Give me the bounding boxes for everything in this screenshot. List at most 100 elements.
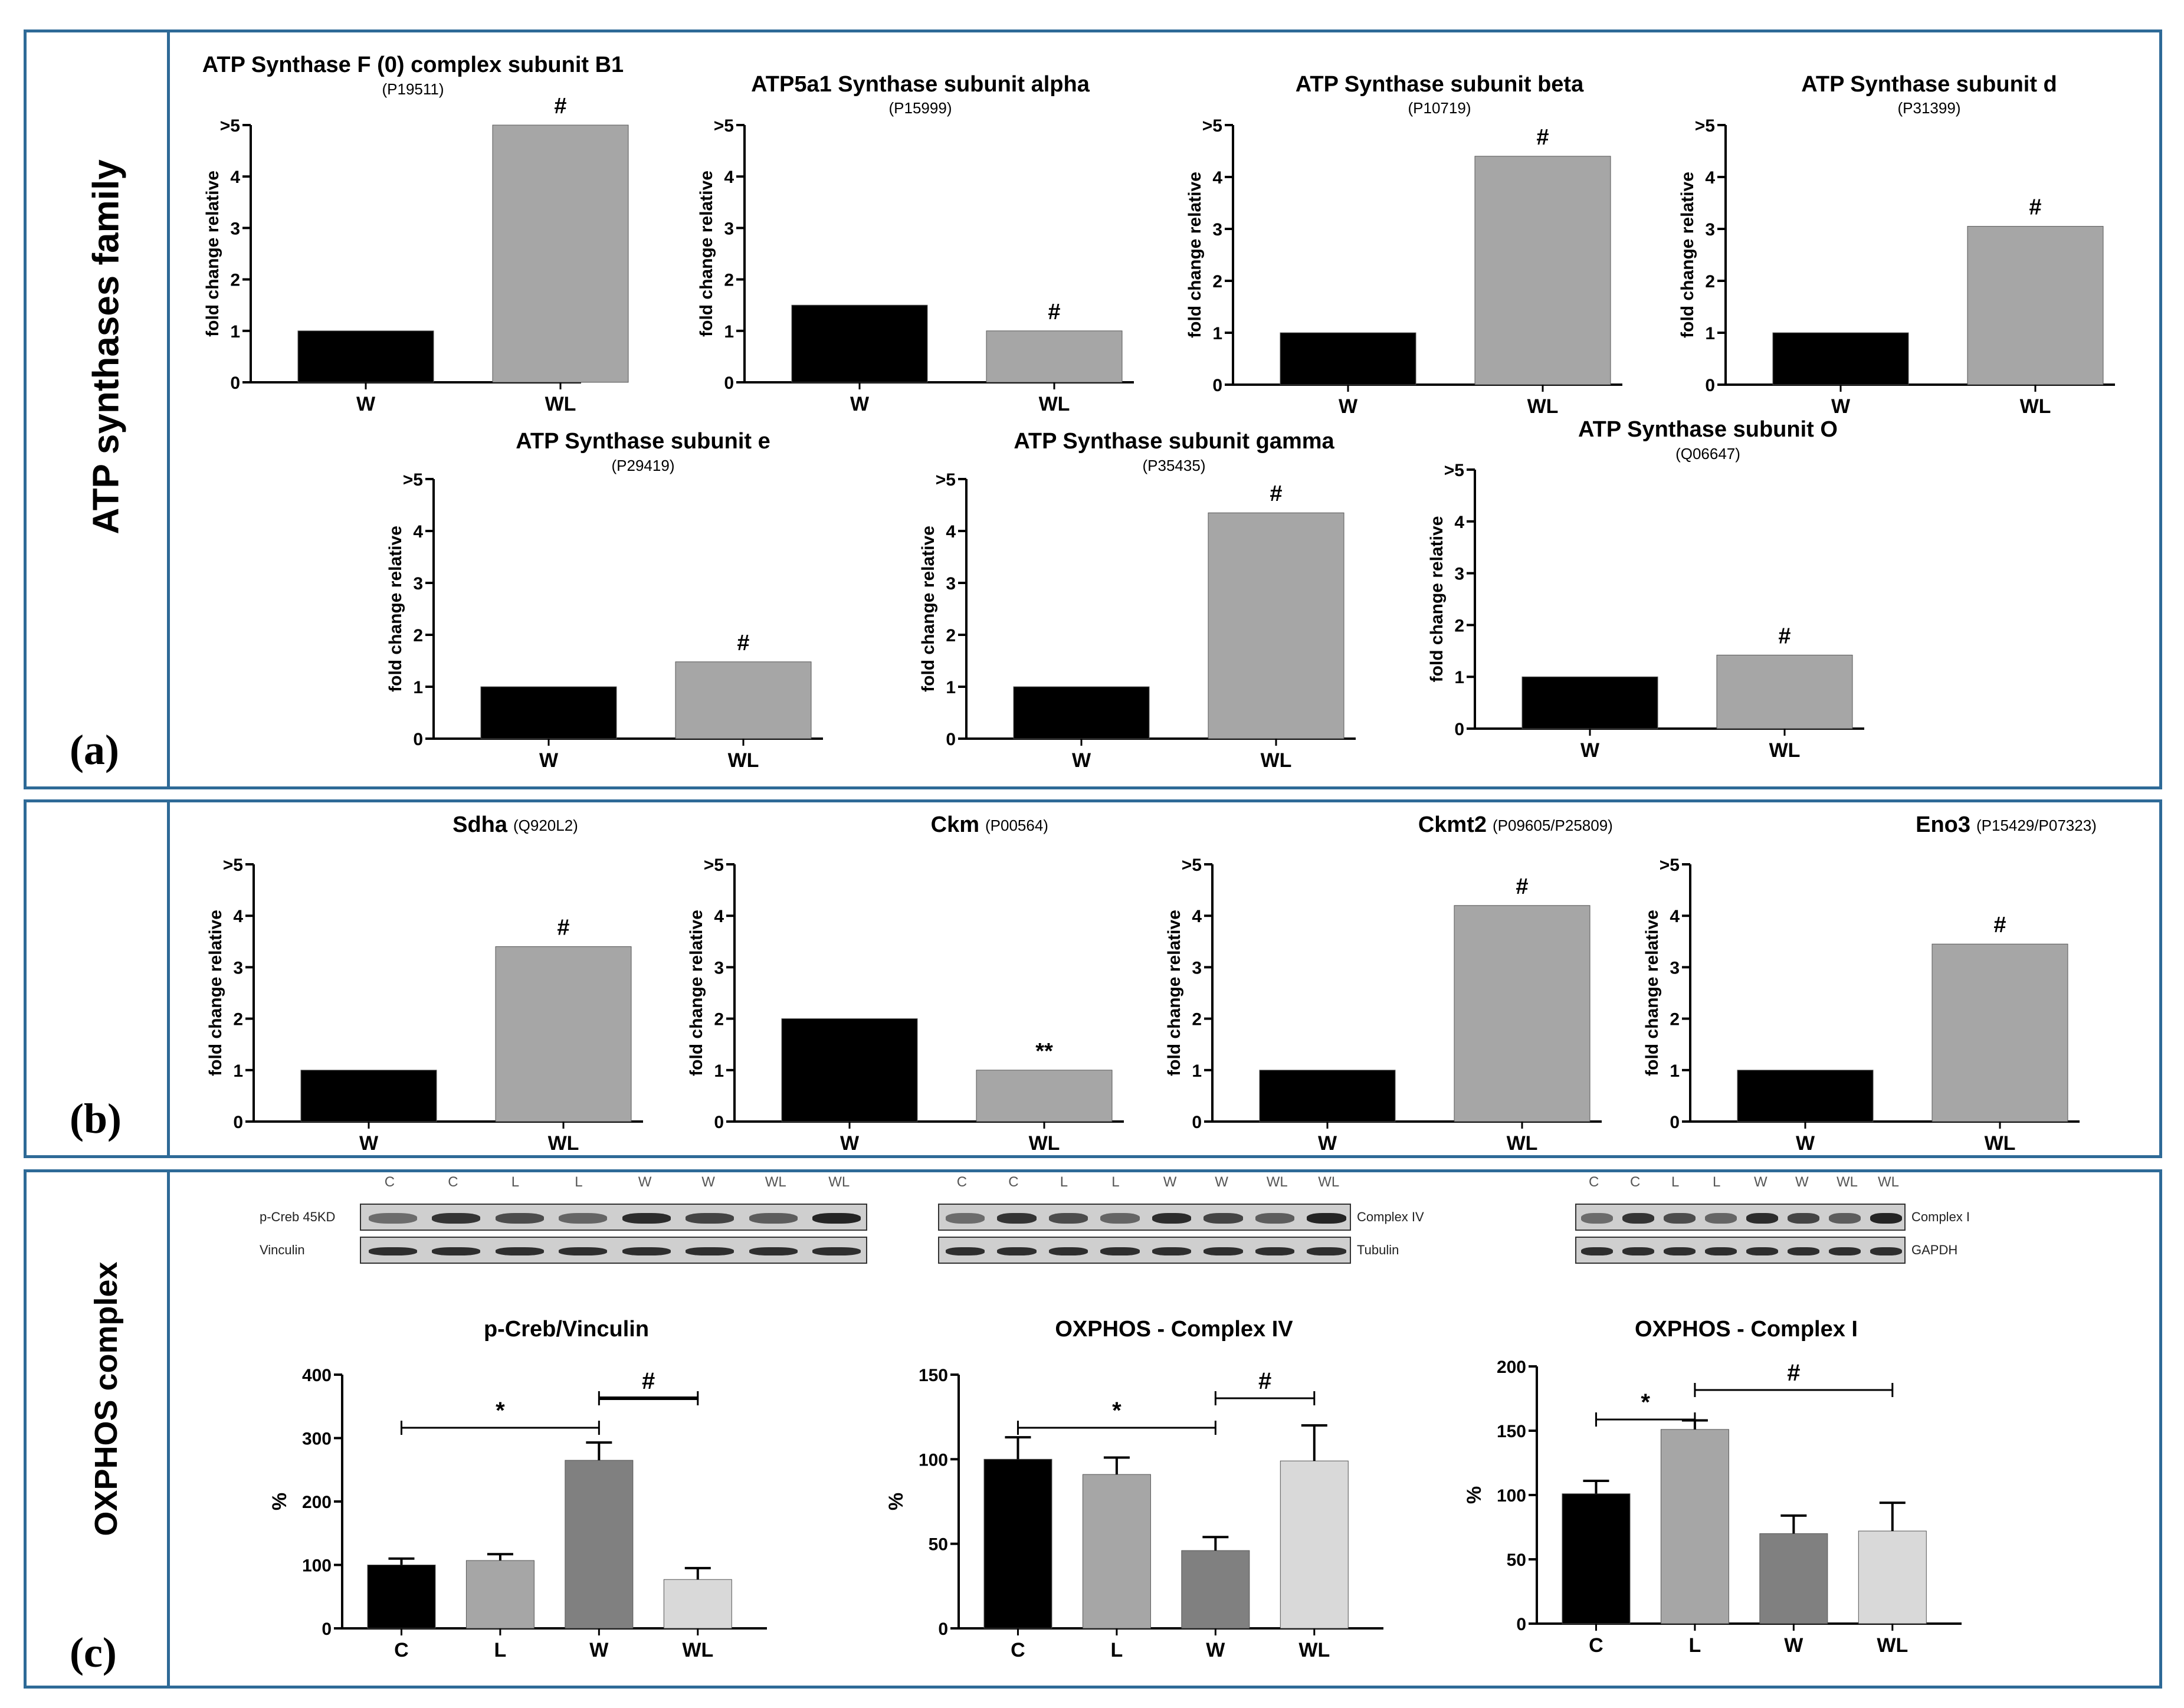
y-tick-label: 1 (1454, 668, 1464, 687)
blot-strip-label: Complex I (1911, 1209, 1970, 1224)
y-tick-label: 100 (919, 1450, 948, 1470)
blot-strip (938, 1237, 1351, 1264)
blot-band (997, 1247, 1037, 1255)
y-tick-label: 0 (938, 1620, 948, 1639)
panel-c-frame (24, 1169, 2162, 1689)
chart-title: ATP Synthase subunit O (1578, 417, 1838, 442)
x-tick-label: WL (1029, 1132, 1060, 1155)
significance-mark: # (1778, 624, 1791, 648)
blot-band (1622, 1213, 1654, 1224)
y-tick-label: >5 (1444, 461, 1464, 480)
y-tick-label: 0 (1212, 376, 1222, 395)
blot-lane-label: W (1215, 1174, 1228, 1190)
bar-wl (492, 124, 629, 383)
chart-title: OXPHOS - Complex IV (1055, 1317, 1293, 1342)
y-tick-label: 3 (1212, 220, 1222, 240)
blot-band (1204, 1213, 1243, 1224)
bar-l (465, 1560, 534, 1629)
bar-w (565, 1460, 634, 1629)
y-tick-label: 200 (302, 1493, 332, 1512)
significance-mark: # (1516, 874, 1528, 899)
bar-wl (1208, 512, 1344, 739)
y-tick-label: 0 (413, 730, 423, 749)
y-tick-label: 0 (322, 1620, 332, 1639)
blot-strip (360, 1237, 867, 1264)
blot-band (1705, 1247, 1737, 1255)
bar-w (1759, 1533, 1828, 1624)
blot-band (622, 1213, 671, 1224)
blot-lane-label: C (956, 1174, 968, 1190)
y-tick-label: 100 (1497, 1486, 1526, 1506)
y-tick-label: 1 (1192, 1061, 1202, 1081)
blot-band (1307, 1247, 1346, 1255)
y-axis-label: fold change relative (203, 171, 222, 337)
blot-strip-label: Complex IV (1357, 1209, 1424, 1224)
y-tick-label: 300 (302, 1430, 332, 1449)
y-axis-label: fold change relative (1427, 516, 1447, 683)
y-tick-label: 0 (1670, 1113, 1680, 1132)
x-tick-label: WL (1877, 1634, 1908, 1657)
y-tick-label: 200 (1497, 1358, 1526, 1377)
y-tick-label: 0 (714, 1113, 724, 1132)
blot-lane-label: L (575, 1174, 583, 1190)
blot-band (1581, 1213, 1613, 1224)
y-tick-label: 3 (1454, 565, 1464, 584)
blot-band (1204, 1247, 1243, 1255)
y-tick-label: 0 (1192, 1113, 1202, 1132)
blot-band (749, 1213, 798, 1224)
chart-subtitle: (P09605/P25809) (1493, 817, 1613, 834)
blot-band (495, 1213, 544, 1224)
blot-band (1255, 1213, 1294, 1224)
y-tick-label: 0 (233, 1113, 243, 1132)
x-tick-label: WL (545, 393, 576, 415)
x-tick-label: W (356, 393, 376, 415)
x-tick-label: W (589, 1639, 609, 1661)
y-tick-label: 2 (1454, 616, 1464, 635)
y-axis-label: % (885, 1493, 907, 1510)
y-tick-label: 1 (714, 1061, 724, 1081)
blot-band (1581, 1247, 1613, 1255)
y-tick-label: 4 (1454, 513, 1464, 532)
y-tick-label: 2 (724, 271, 734, 290)
panel-c-divider (167, 1172, 170, 1686)
panel-a-letter: (a) (70, 726, 119, 773)
x-tick-label: WL (548, 1132, 579, 1155)
bracket-mark: # (1787, 1360, 1800, 1386)
significance-mark: # (554, 94, 566, 119)
y-axis-label: fold change relative (919, 526, 938, 692)
y-tick-label: 2 (714, 1010, 724, 1030)
blot-band (1829, 1213, 1861, 1224)
bar-w (480, 686, 617, 739)
x-tick-label: W (850, 393, 870, 415)
chart-subtitle: (P35435) (1143, 457, 1206, 474)
blot-lane-label: WL (828, 1174, 850, 1190)
y-tick-label: 0 (1705, 376, 1715, 395)
y-tick-label: 50 (929, 1535, 948, 1555)
blot-band (559, 1213, 608, 1224)
y-tick-label: >5 (714, 116, 734, 136)
y-tick-label: 4 (1212, 168, 1222, 188)
blot-lane-label: WL (1837, 1174, 1858, 1190)
y-axis-label: fold change relative (1165, 910, 1184, 1076)
western-blot-complex-iv: C C L L W W WL WL Complex IV Tubulin (932, 1174, 1463, 1292)
blot-band (1152, 1247, 1191, 1255)
chart-title: ATP Synthase subunit beta (1296, 72, 1584, 97)
blot-strip (1575, 1237, 1906, 1264)
bracket-mark: * (496, 1398, 505, 1424)
x-tick-label: WL (1298, 1639, 1330, 1661)
x-tick-label: W (539, 749, 559, 772)
y-tick-label: 0 (1454, 720, 1464, 739)
blot-lane-label: W (1163, 1174, 1177, 1190)
bracket-mark: * (1641, 1389, 1650, 1415)
y-tick-label: 3 (724, 219, 734, 238)
blot-band (1664, 1247, 1696, 1255)
y-tick-label: 3 (1670, 958, 1680, 978)
y-tick-label: >5 (1182, 855, 1202, 875)
panel-c-letter: (c) (70, 1629, 117, 1676)
y-tick-label: >5 (403, 470, 423, 490)
bar-w (1772, 332, 1909, 385)
y-tick-label: 3 (233, 958, 243, 978)
x-tick-label: C (1011, 1639, 1025, 1661)
y-tick-label: 3 (1192, 958, 1202, 978)
bar-w (1181, 1550, 1250, 1629)
